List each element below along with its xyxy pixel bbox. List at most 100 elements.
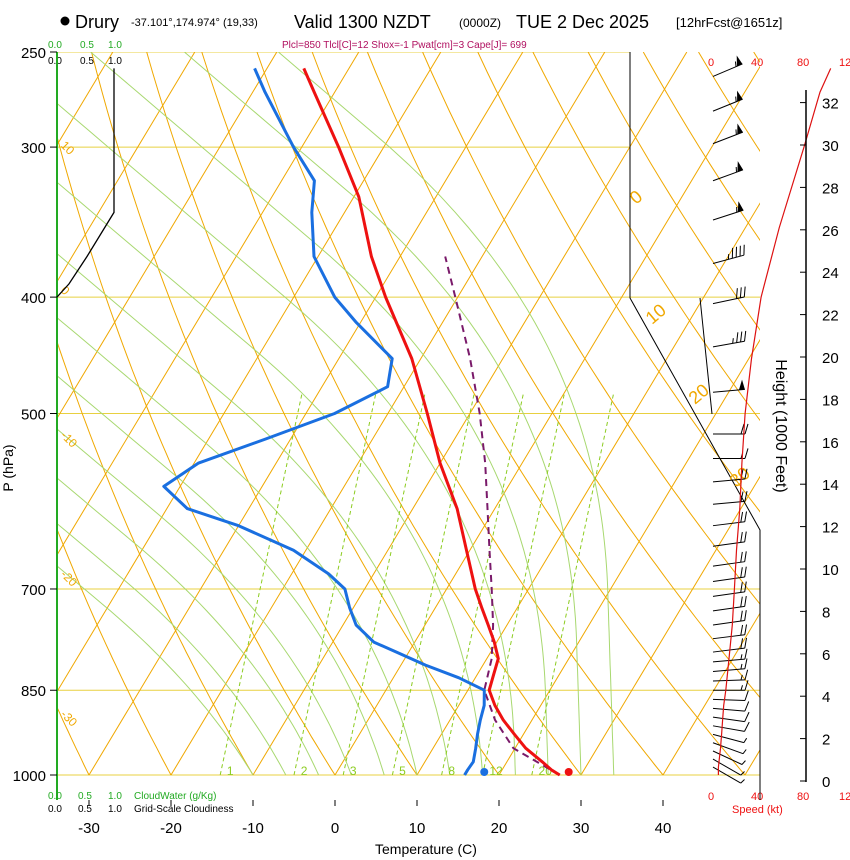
speed-tick-top-120: 12: [839, 57, 850, 69]
dry-adiabat-20: [146, 52, 500, 776]
wind-barb-24: [712, 669, 749, 682]
isotherm-10: [416, 202, 760, 776]
top-cloudwater-0: 0.0: [48, 40, 62, 51]
dry-adiabat-90: [532, 52, 760, 422]
wind-barb-0: [712, 55, 743, 77]
x-tick-label--20: -20: [160, 820, 182, 837]
height-tick-label-16: 16: [822, 435, 839, 452]
p-tick-label-300: 300: [21, 140, 46, 157]
speed-tick-top-40: 40: [751, 57, 763, 69]
dry-adiabat-30: [201, 52, 582, 776]
wind-barb-21: [712, 637, 748, 653]
wind-barb-16: [712, 566, 747, 582]
frame-segment: [699, 297, 713, 415]
surface-dewpoint-point: [480, 768, 489, 776]
dry-adiabat-60: [366, 52, 760, 699]
bottom-cloudwater-0: 0.0: [48, 791, 62, 802]
x-axis-label: Temperature (C): [375, 841, 477, 857]
x-tick-label-10: 10: [409, 820, 426, 837]
theta-label-10: 10: [642, 300, 670, 328]
height-tick-label-26: 26: [822, 223, 839, 240]
top-cloudiness-0-5: 0.5: [80, 56, 94, 67]
station-marker-icon: [60, 16, 70, 26]
isotherm-label--10: -10: [58, 428, 80, 450]
wind-barb-2: [712, 123, 744, 145]
wind-barb-12: [712, 491, 748, 505]
mixing-ratio-label-3: 3: [350, 764, 357, 778]
dry-adiabat-50: [311, 52, 746, 776]
wind-barb-34: [712, 766, 745, 784]
forecast-date: TUE 2 Dec 2025: [516, 12, 649, 32]
bottom-cloudiness-0: 0.0: [48, 804, 62, 815]
theta-label-30: 30: [726, 463, 754, 491]
x-tick-label--10: -10: [242, 820, 264, 837]
p-tick-label-400: 400: [21, 290, 46, 307]
dry-adiabat-0: [57, 134, 336, 776]
height-axis-label: Height (1000 Feet): [772, 359, 789, 492]
wind-barb-13: [712, 511, 748, 527]
wind-barb-31: [712, 742, 747, 755]
isotherm-30: [580, 475, 760, 776]
isotherm--50: [57, 52, 360, 556]
wind-barbs: [712, 55, 832, 784]
moist-adiabat-14: [57, 252, 451, 776]
cloudiness-profile: [56, 68, 115, 298]
p-tick-label-1000: 1000: [13, 768, 46, 785]
moist-adiabat-30: [184, 52, 582, 776]
wind-barb-14: [712, 531, 747, 547]
isotherm-label-0: 0: [58, 283, 73, 298]
wind-barb-25: [713, 680, 749, 691]
wind-barb-15: [712, 551, 747, 567]
top-cloudiness-1: 1.0: [108, 56, 122, 67]
isotherm-0: [334, 65, 760, 776]
mixing-ratio-5: [391, 392, 475, 776]
wind-barb-17: [712, 581, 747, 597]
height-tick-label-6: 6: [822, 647, 830, 664]
height-tick-label-10: 10: [822, 562, 839, 579]
dewpoint-line: [162, 67, 486, 776]
speed-tick-bottom-120: 12: [839, 791, 850, 803]
x-tick-label--30: -30: [78, 820, 100, 837]
wind-barb-5: [712, 244, 745, 264]
parcel-info: Plcl=850 Tlcl[C]=12 Shox=-1 Pwat[cm]=3 C…: [282, 40, 527, 51]
isotherm--40: [57, 52, 442, 693]
p-tick-label-700: 700: [21, 582, 46, 599]
x-tick-label-40: 40: [655, 820, 672, 837]
mixing-ratio-12: [482, 392, 566, 776]
wind-barb-6: [712, 286, 746, 305]
mixing-ratio-20: [531, 392, 615, 776]
mixing-ratio-1: [219, 392, 303, 776]
height-tick-label-20: 20: [822, 350, 839, 367]
moist-adiabat-2: [57, 428, 352, 776]
isotherm-label--20: -20: [58, 567, 80, 589]
height-tick-label-28: 28: [822, 180, 839, 197]
cloudwater-label: CloudWater (g/Kg): [134, 791, 216, 802]
wind-barb-30: [712, 733, 748, 744]
height-tick-label-14: 14: [822, 477, 839, 494]
forecast-info: [12hrFcst@1651z]: [676, 15, 782, 30]
dry-adiabat--10: [57, 339, 254, 776]
moist-adiabat--6: [57, 522, 287, 776]
mixing-ratio-3: [342, 392, 426, 776]
moist-adiabat-22: [57, 102, 516, 776]
height-tick-label-32: 32: [822, 96, 839, 113]
moist-adiabat-26: [90, 52, 549, 776]
height-tick-label-8: 8: [822, 604, 830, 621]
utc-time: (0000Z): [459, 16, 501, 30]
isotherm--60: [57, 52, 278, 420]
isotherm--70: [57, 52, 196, 283]
p-tick-label-500: 500: [21, 407, 46, 424]
bottom-cloudwater-1: 1.0: [108, 791, 122, 802]
height-tick-label-12: 12: [822, 520, 839, 537]
dry-adiabat-10: [91, 52, 418, 776]
top-cloudwater-1: 1.0: [108, 40, 122, 51]
height-tick-label-0: 0: [822, 774, 830, 791]
isotherm--10: [252, 52, 688, 776]
speed-tick-bottom-80: 80: [797, 791, 809, 803]
isotherm-40: [662, 612, 760, 776]
x-tick-label-20: 20: [491, 820, 508, 837]
bottom-cloudwater-0-5: 0.5: [78, 791, 92, 802]
dry-adiabat-130: [753, 52, 760, 64]
wind-barb-26: [712, 690, 749, 701]
